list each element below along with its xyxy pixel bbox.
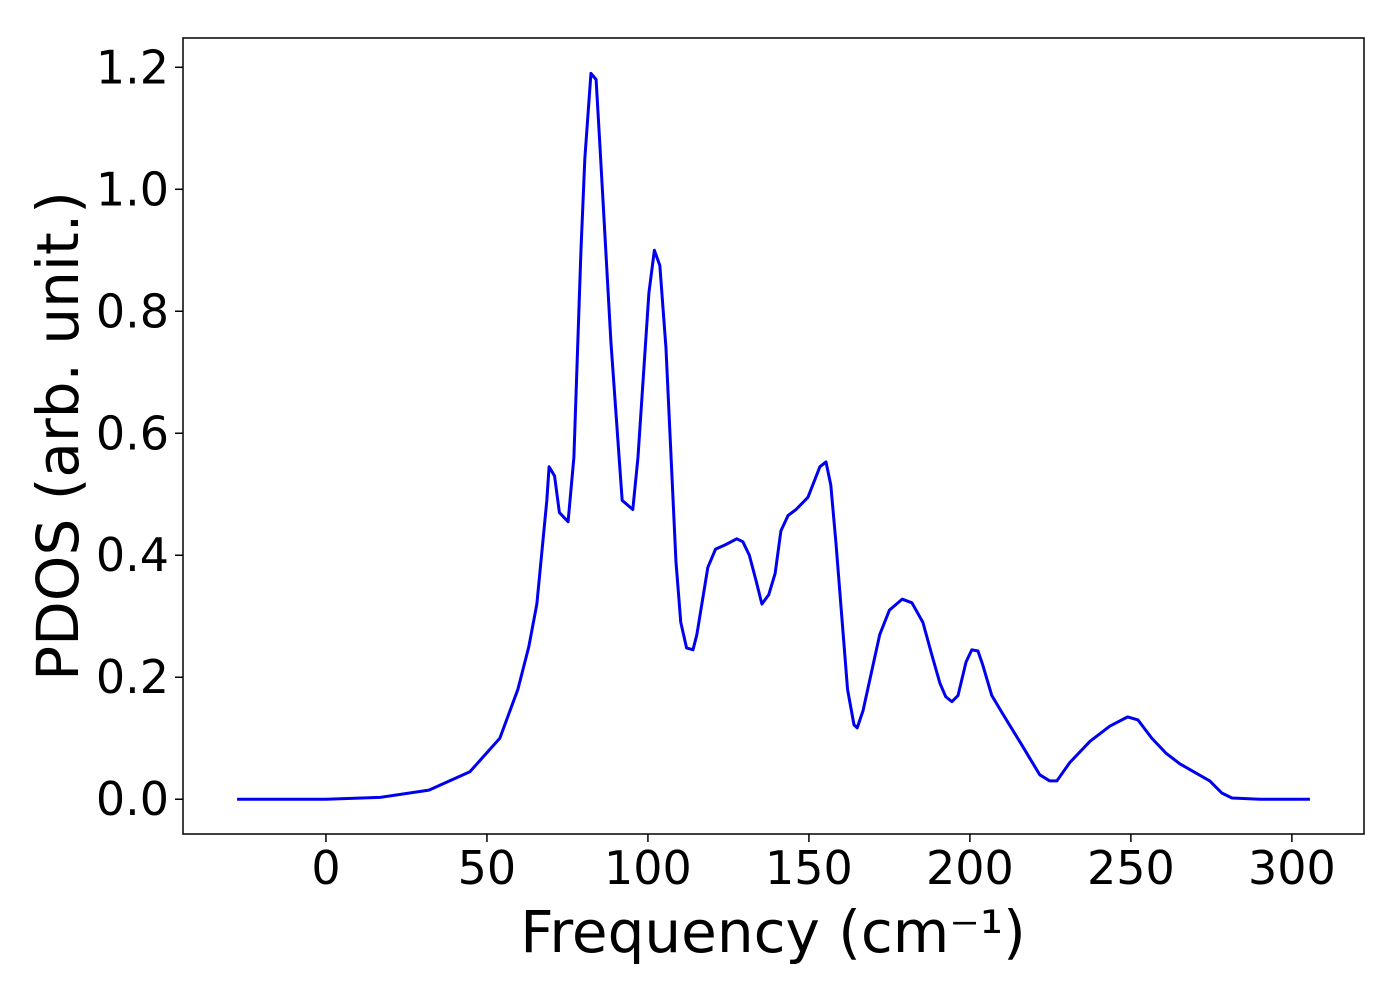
y-axis-label: PDOS (arb. unit.) — [24, 191, 92, 681]
y-tick-label: 0.8 — [96, 284, 169, 338]
x-tick-label: 50 — [458, 841, 517, 895]
y-tick-label: 1.0 — [96, 162, 169, 216]
x-axis-label: Frequency (cm⁻¹) — [520, 898, 1026, 966]
plot-frame — [182, 37, 1365, 835]
x-tick-label: 250 — [1087, 841, 1175, 895]
x-tick-label: 0 — [311, 841, 340, 895]
data-line — [237, 71, 1310, 801]
y-tick-label: 0.0 — [96, 772, 169, 826]
x-tick-label: 300 — [1248, 841, 1336, 895]
y-tick-label: 0.6 — [96, 406, 169, 460]
x-tick-label: 100 — [604, 841, 692, 895]
y-tick-label: 0.2 — [96, 650, 169, 704]
y-tick-label: 0.4 — [96, 528, 169, 582]
x-tick-label: 150 — [765, 841, 853, 895]
y-tick-label: 1.2 — [96, 40, 169, 94]
x-tick-label: 200 — [926, 841, 1014, 895]
